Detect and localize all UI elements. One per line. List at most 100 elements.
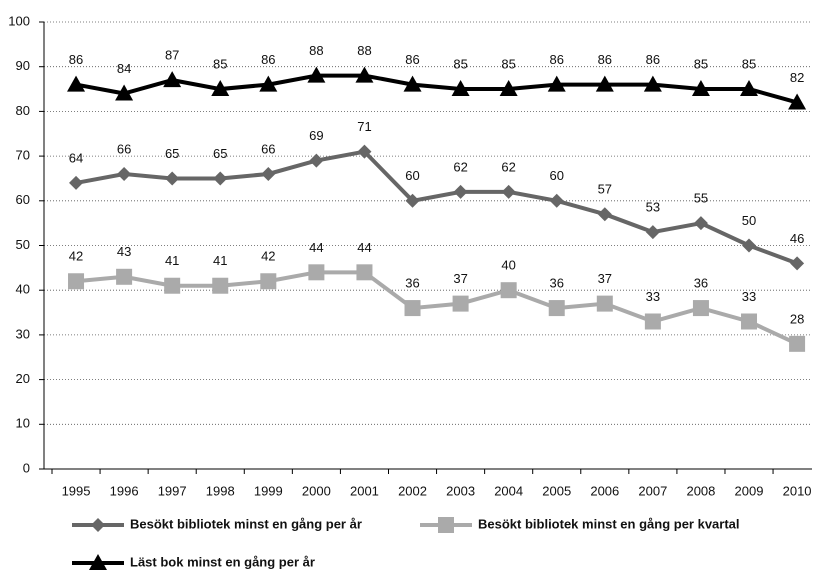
- legend-marker: [91, 518, 105, 532]
- data-label: 85: [213, 56, 227, 71]
- x-tick-label: 2008: [686, 483, 715, 498]
- point-marker: [452, 295, 469, 312]
- data-label: 86: [261, 52, 275, 67]
- data-label: 37: [598, 271, 612, 286]
- x-tick-label: 1995: [62, 483, 91, 498]
- point-marker: [691, 80, 710, 97]
- y-tick-label: 50: [16, 237, 30, 252]
- data-label: 62: [453, 159, 467, 174]
- x-tick-label: 1997: [158, 483, 187, 498]
- point-marker: [790, 256, 805, 271]
- point-marker: [117, 166, 132, 181]
- x-tick-label: 2009: [735, 483, 764, 498]
- data-label: 36: [550, 276, 564, 291]
- x-tick-label: 1998: [206, 483, 235, 498]
- point-marker: [597, 207, 612, 222]
- data-label: 28: [790, 311, 804, 326]
- series-line: [75, 270, 798, 346]
- point-marker: [67, 75, 86, 92]
- point-marker: [789, 335, 806, 352]
- x-tick-label: 1999: [254, 483, 283, 498]
- data-label: 50: [742, 213, 756, 228]
- legend-marker: [438, 517, 454, 533]
- x-tick-label: 2010: [783, 483, 812, 498]
- data-label: 64: [69, 150, 83, 165]
- data-label: 84: [117, 61, 131, 76]
- point-marker: [308, 264, 325, 281]
- point-marker: [163, 71, 182, 88]
- legend-label: Besökt bibliotek minst en gång per år: [130, 516, 362, 531]
- point-marker: [212, 277, 229, 294]
- data-label: 86: [646, 52, 660, 67]
- point-marker: [307, 66, 326, 83]
- x-tick-label: 2002: [398, 483, 427, 498]
- y-tick-label: 10: [16, 416, 30, 431]
- point-marker: [165, 171, 180, 186]
- point-marker: [211, 80, 230, 97]
- point-marker: [644, 313, 661, 330]
- point-marker: [259, 75, 278, 92]
- data-label: 65: [213, 146, 227, 161]
- data-label: 86: [69, 52, 83, 67]
- data-label: 69: [309, 128, 323, 143]
- series-line: [75, 149, 798, 266]
- point-marker: [261, 166, 276, 181]
- data-label: 65: [165, 146, 179, 161]
- data-label: 88: [357, 43, 371, 58]
- x-tick-label: 2007: [638, 483, 667, 498]
- data-label: 42: [261, 249, 275, 264]
- point-marker: [595, 75, 614, 92]
- point-marker: [116, 268, 133, 285]
- point-marker: [741, 313, 758, 330]
- x-tick-label: 2006: [590, 483, 619, 498]
- data-label: 71: [357, 119, 371, 134]
- point-marker: [357, 144, 372, 159]
- data-label: 40: [501, 258, 515, 273]
- data-label: 87: [165, 48, 179, 63]
- x-tick-label: 2001: [350, 483, 379, 498]
- legend-marker: [89, 554, 107, 570]
- point-marker: [742, 238, 757, 253]
- point-marker: [547, 75, 566, 92]
- point-marker: [693, 216, 708, 231]
- point-marker: [164, 277, 181, 294]
- point-marker: [453, 184, 468, 199]
- data-label: 82: [790, 70, 804, 85]
- y-tick-label: 0: [23, 460, 30, 475]
- point-marker: [451, 80, 470, 97]
- point-marker: [309, 153, 324, 168]
- data-label: 33: [646, 289, 660, 304]
- x-tick-label: 2000: [302, 483, 331, 498]
- point-marker: [499, 80, 518, 97]
- point-marker: [356, 264, 373, 281]
- point-marker: [549, 193, 564, 208]
- data-label: 53: [646, 200, 660, 215]
- point-marker: [260, 273, 277, 290]
- data-label: 66: [117, 141, 131, 156]
- point-marker: [115, 84, 134, 101]
- data-label: 60: [550, 168, 564, 183]
- y-tick-label: 100: [8, 13, 30, 28]
- y-tick-label: 70: [16, 148, 30, 163]
- data-label: 41: [165, 253, 179, 268]
- point-marker: [643, 75, 662, 92]
- data-label: 46: [790, 231, 804, 246]
- point-marker: [501, 184, 516, 199]
- point-marker: [500, 282, 517, 299]
- point-marker: [403, 75, 422, 92]
- series-line: [75, 73, 798, 105]
- data-label: 85: [501, 56, 515, 71]
- x-tick-label: 2005: [542, 483, 571, 498]
- data-label: 57: [598, 182, 612, 197]
- data-label: 88: [309, 43, 323, 58]
- data-label: 86: [405, 52, 419, 67]
- data-label: 85: [453, 56, 467, 71]
- data-label: 44: [357, 240, 371, 255]
- data-label: 85: [742, 56, 756, 71]
- y-tick-label: 80: [16, 103, 30, 118]
- point-marker: [692, 300, 709, 317]
- data-label: 36: [405, 276, 419, 291]
- x-tick-label: 1996: [110, 483, 139, 498]
- data-label: 55: [694, 191, 708, 206]
